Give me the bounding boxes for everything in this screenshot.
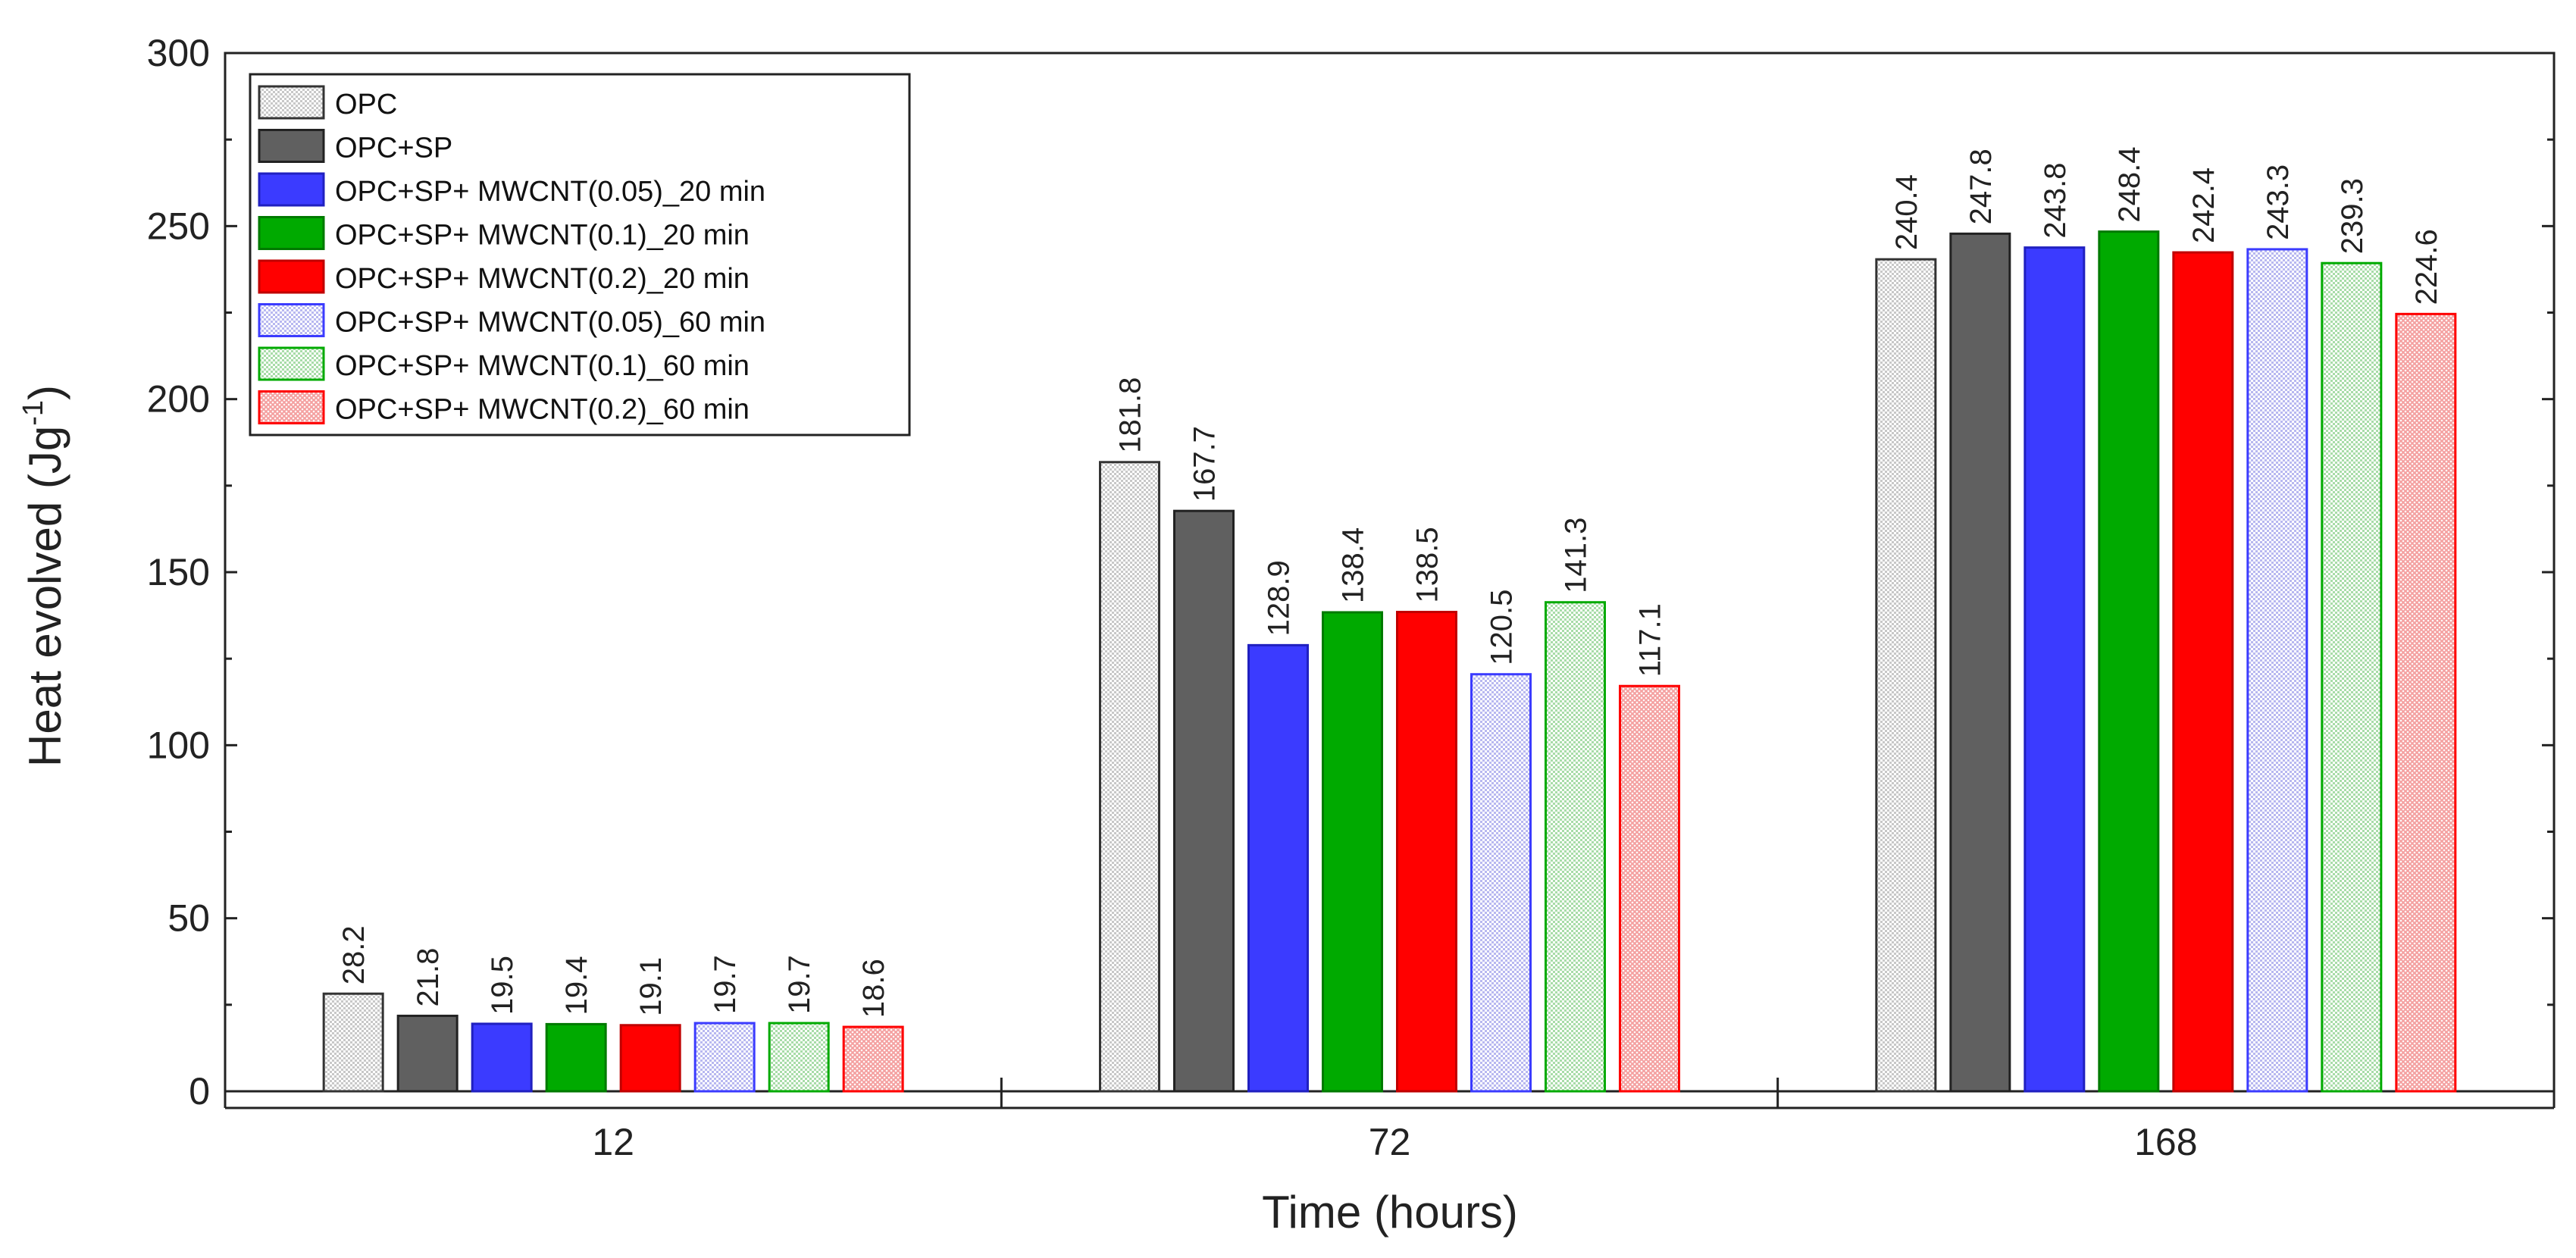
bar (2395, 312, 2457, 1093)
data-label: 141.3 (1560, 518, 1593, 593)
data-label: 19.7 (709, 955, 742, 1014)
bar (619, 1024, 681, 1093)
bar (1545, 601, 1606, 1093)
data-label: 167.7 (1188, 426, 1222, 502)
bar (471, 1022, 533, 1093)
bar (1619, 684, 1680, 1093)
legend-swatch (258, 216, 325, 250)
y-axis-title-close: ) (20, 385, 70, 400)
y-tick-label: 250 (147, 205, 210, 247)
bar (1099, 461, 1160, 1093)
bar (2246, 248, 2308, 1093)
x-tick-label: 72 (1369, 1121, 1411, 1163)
bar (2172, 251, 2234, 1093)
bar (396, 1014, 459, 1093)
legend-label: OPC+SP+ MWCNT(0.1)_20 min (335, 220, 750, 252)
y-tick-label: 300 (147, 32, 210, 74)
data-label: 120.5 (1485, 590, 1519, 665)
legend-label: OPC+SP (335, 133, 452, 164)
bar (768, 1022, 830, 1093)
y-tick-label: 0 (189, 1070, 210, 1112)
data-label: 117.1 (1634, 603, 1667, 677)
data-label: 21.8 (412, 948, 445, 1007)
legend-label: OPC+SP+ MWCNT(0.2)_20 min (335, 263, 750, 295)
bar (545, 1022, 607, 1093)
axes: 0 50 100 150 200 250 300 12 72 168 (147, 32, 2556, 1163)
bars (322, 230, 2457, 1093)
legend-label: OPC+SP+ MWCNT(0.05)_20 min (335, 176, 765, 208)
data-label: 242.4 (2187, 167, 2221, 243)
legend-label: OPC+SP+ MWCNT(0.2)_60 min (335, 394, 750, 426)
data-label: 243.8 (2039, 163, 2072, 239)
bar (1396, 611, 1457, 1093)
legend-swatch (258, 259, 325, 294)
data-label: 19.7 (783, 955, 816, 1014)
x-tick-label: 168 (2134, 1121, 2197, 1163)
data-label: 243.3 (2261, 164, 2295, 240)
bar (1322, 611, 1383, 1093)
legend-swatch (258, 129, 325, 163)
data-label: 19.4 (560, 956, 593, 1015)
bar (1875, 258, 1937, 1093)
bar (322, 992, 384, 1093)
y-axis-title: Heat evolved (Jg-1) (17, 385, 70, 767)
bar (2098, 230, 2160, 1093)
data-label: 128.9 (1263, 560, 1296, 636)
data-label: 19.1 (634, 957, 668, 1016)
data-label: 19.5 (486, 956, 519, 1015)
y-axis-title-main: Heat evolved (Jg (20, 426, 70, 767)
data-label: 28.2 (337, 925, 371, 984)
bar (842, 1025, 904, 1093)
data-label: 239.3 (2336, 178, 2369, 254)
bar (1470, 673, 1532, 1093)
data-label: 18.6 (857, 959, 890, 1018)
bar (1949, 232, 2011, 1093)
y-axis-title-sup: -1 (17, 400, 49, 426)
data-labels: 28.2 21.8 19.5 19.4 19.1 19.7 19.7 18.6 181.8 167… (337, 147, 2443, 1019)
legend-label: OPC (335, 89, 397, 120)
y-tick-label: 150 (147, 551, 210, 593)
legend-swatch (258, 172, 325, 207)
legend-label: OPC+SP+ MWCNT(0.1)_60 min (335, 350, 750, 382)
bar (1247, 643, 1309, 1093)
y-tick-label: 200 (147, 378, 210, 421)
bar (693, 1022, 756, 1093)
legend: OPC OPC+SP OPC+SP+ MWCNT(0.05)_20 min OPC+S… (249, 73, 911, 437)
y-tick-label: 100 (147, 724, 210, 766)
legend-swatch (258, 346, 325, 381)
legend-swatch (258, 85, 325, 120)
legend-swatch (258, 390, 325, 424)
bar (1173, 509, 1235, 1093)
x-axis-title: Time (hours) (1262, 1187, 1518, 1238)
data-label: 138.4 (1337, 527, 1370, 603)
x-tick-label: 12 (592, 1121, 634, 1163)
data-label: 248.4 (2113, 147, 2146, 223)
legend-box (249, 73, 911, 437)
bar (2321, 261, 2383, 1093)
data-label: 138.5 (1411, 527, 1445, 602)
data-label: 224.6 (2410, 229, 2443, 305)
legend-label: OPC+SP+ MWCNT(0.05)_60 min (335, 307, 765, 339)
data-label: 247.8 (1964, 149, 1998, 224)
legend-swatch (258, 303, 325, 337)
data-label: 181.8 (1114, 377, 1147, 453)
y-tick-label: 50 (167, 897, 210, 940)
bar (2024, 246, 2086, 1093)
data-label: 240.4 (1890, 174, 1923, 250)
